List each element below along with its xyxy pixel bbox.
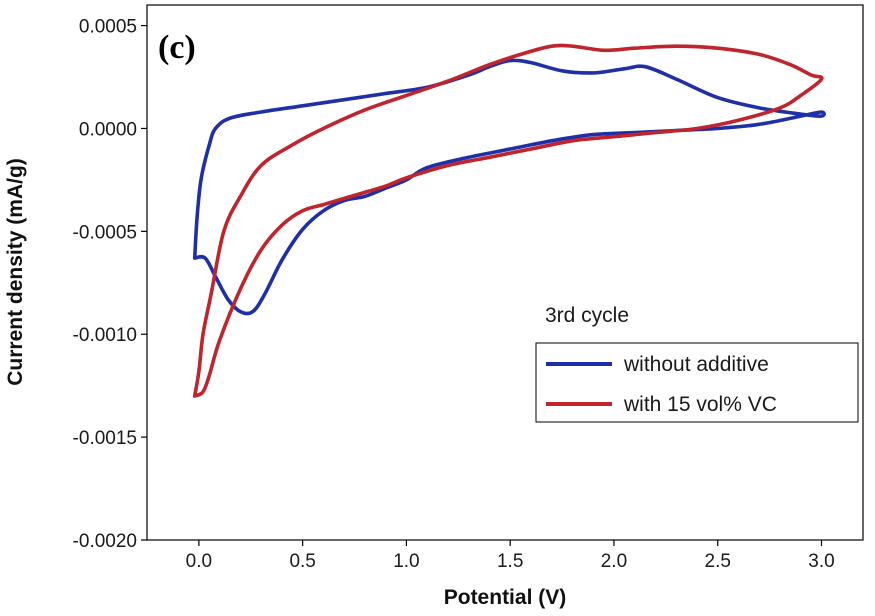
y-tick-label: -0.0020 <box>73 531 137 552</box>
legend-label-with-vc: with 15 vol% VC <box>623 393 777 416</box>
y-axis-title: Current density (mA/g) <box>4 158 27 386</box>
x-tick-label: 3.0 <box>808 551 834 572</box>
series-line-with-vc <box>192 43 824 398</box>
y-axis: 0.0005 0.0000 -0.0005 -0.0010 -0.0015 -0.0020 <box>73 17 147 552</box>
x-axis: 0.0 0.5 1.0 1.5 2.0 2.5 3.0 <box>186 540 835 572</box>
x-tick-label: 1.5 <box>497 551 523 572</box>
legend: 3rd cycle without additive with 15 vol% … <box>535 304 859 423</box>
series-line-without-additive <box>192 58 826 316</box>
x-tick-label: 2.5 <box>705 551 731 572</box>
y-tick-label: -0.0010 <box>73 325 137 346</box>
plot-area <box>192 43 826 398</box>
legend-label-without-additive: without additive <box>623 353 769 376</box>
x-tick-label: 2.0 <box>601 551 627 572</box>
legend-title: 3rd cycle <box>545 304 629 327</box>
y-tick-label: 0.0005 <box>79 17 137 38</box>
y-tick-label: 0.0000 <box>79 119 137 140</box>
panel-label: (c) <box>158 29 196 66</box>
x-tick-label: 0.0 <box>186 551 212 572</box>
legend-box <box>535 342 859 423</box>
x-axis-title: Potential (V) <box>444 586 567 609</box>
y-tick-label: -0.0015 <box>73 428 137 449</box>
plot-frame <box>146 4 864 541</box>
x-tick-label: 0.5 <box>289 551 315 572</box>
x-tick-label: 1.0 <box>393 551 419 572</box>
y-tick-label: -0.0005 <box>73 222 137 243</box>
